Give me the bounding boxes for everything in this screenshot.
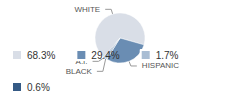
- svg-text:0.6%: 0.6%: [27, 82, 50, 93]
- svg-text:BLACK: BLACK: [66, 67, 93, 76]
- svg-text:A.I.: A.I.: [75, 56, 88, 66]
- svg-text:HISPANIC: HISPANIC: [142, 61, 179, 70]
- svg-text:1.7%: 1.7%: [156, 50, 179, 61]
- svg-text:WHITE: WHITE: [74, 5, 100, 14]
- svg-text:68.3%: 68.3%: [27, 50, 55, 61]
- svg-text:29.4%: 29.4%: [91, 50, 119, 61]
